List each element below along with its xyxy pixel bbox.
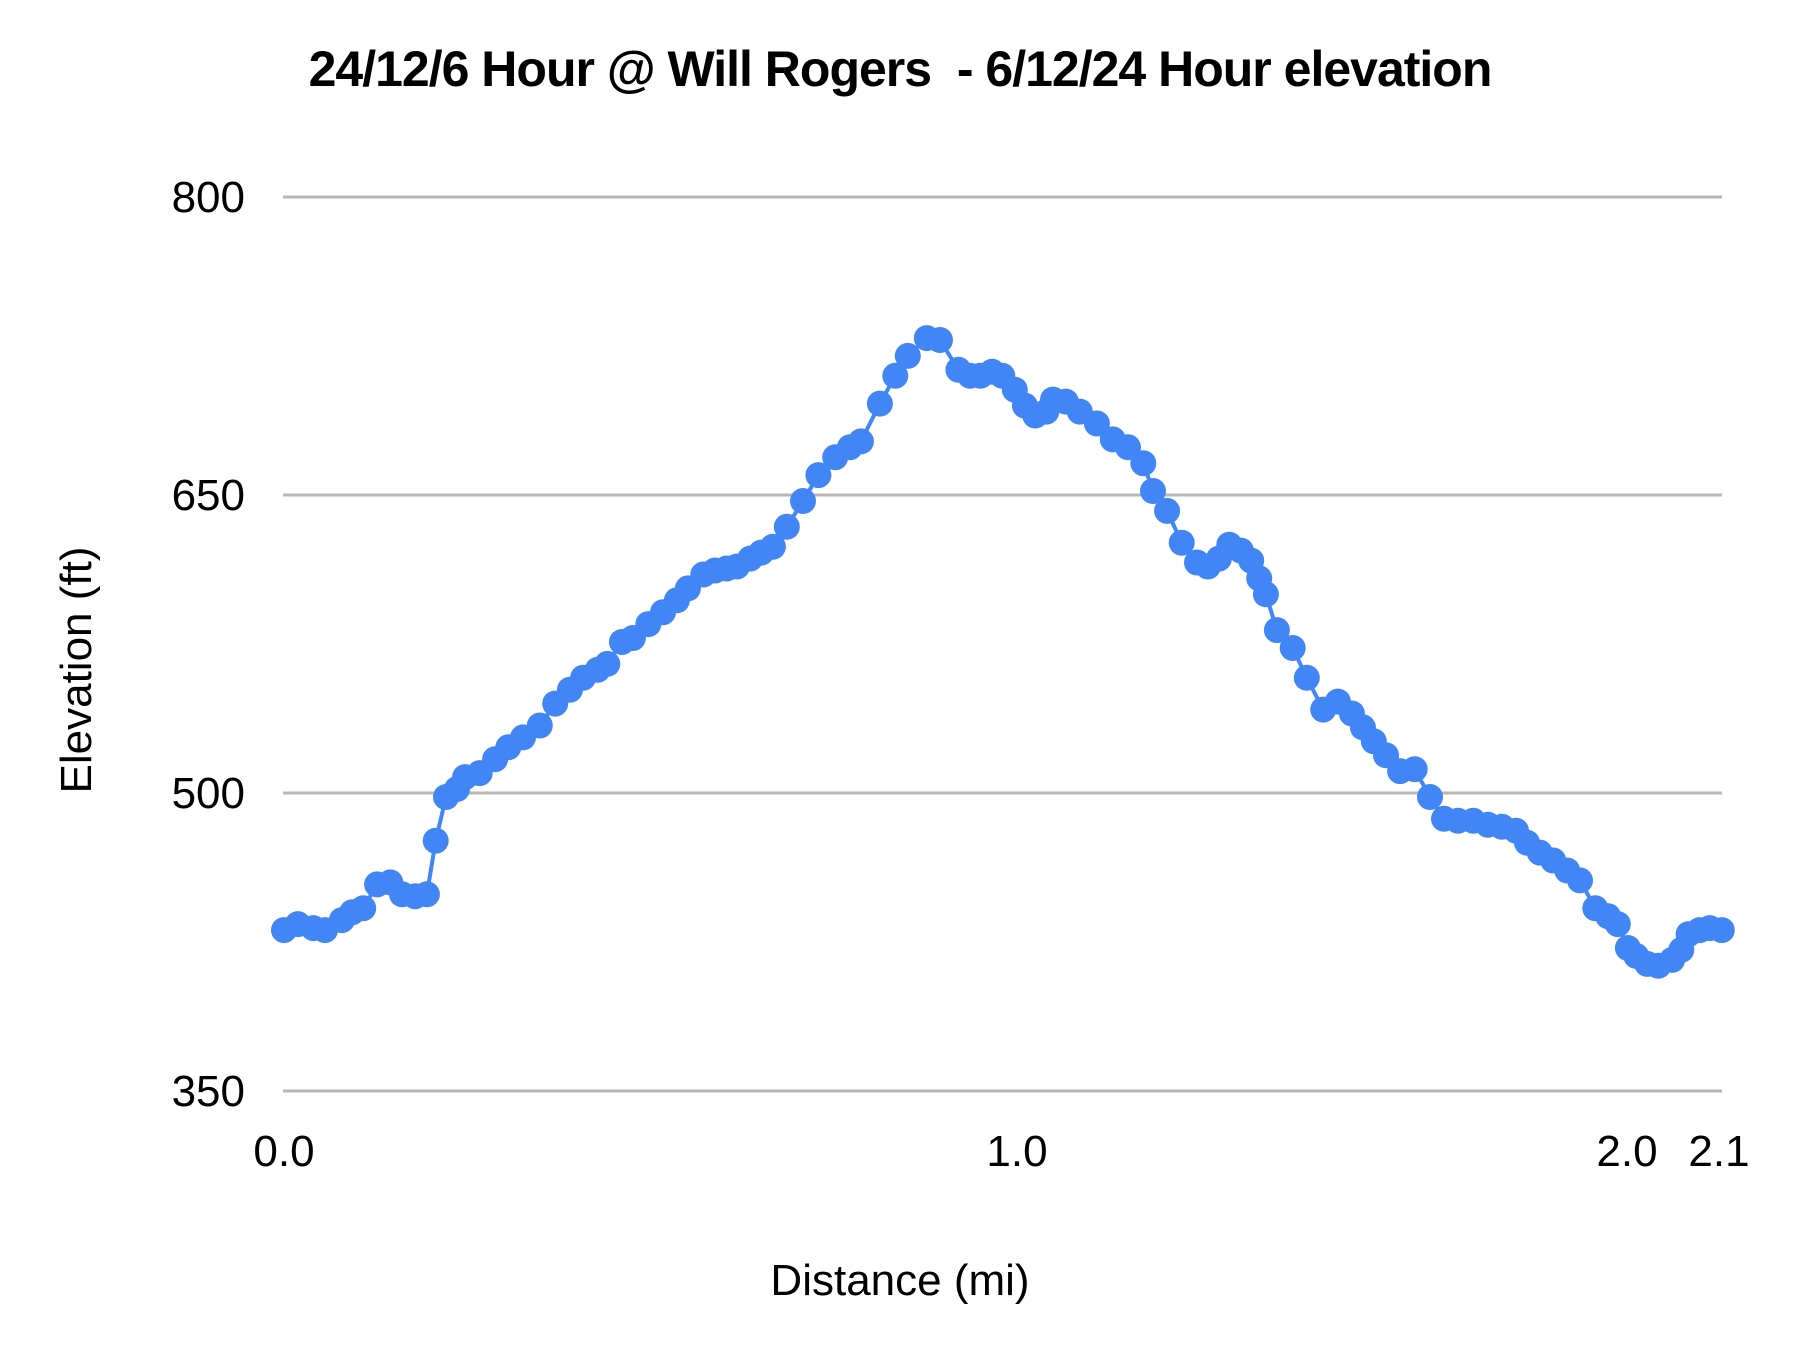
data-point — [526, 712, 553, 739]
data-point — [1263, 617, 1290, 644]
data-point — [773, 513, 800, 540]
chart-title: 24/12/6 Hour @ Will Rogers - 6/12/24 Hou… — [308, 41, 1493, 97]
data-point — [1154, 497, 1181, 524]
data-point — [927, 327, 953, 353]
y-axis-tick-labels: 800 650 500 350 — [172, 173, 245, 1116]
data-point — [1293, 664, 1320, 691]
x-axis-title: Distance (mi) — [770, 1256, 1030, 1305]
data-point — [1401, 756, 1428, 783]
y-tick-label: 350 — [172, 1067, 245, 1116]
data-point — [1168, 529, 1195, 556]
gridlines — [283, 195, 1722, 1093]
y-tick-label: 800 — [172, 173, 245, 222]
data-point — [413, 881, 440, 908]
data-point — [1130, 450, 1157, 477]
data-point — [1417, 784, 1443, 810]
data-point — [1252, 581, 1279, 608]
x-tick-label: 2.0 — [1596, 1127, 1657, 1176]
data-point — [1708, 917, 1735, 944]
series-line — [283, 336, 1723, 968]
data-point — [350, 895, 377, 922]
data-point — [759, 533, 786, 560]
data-point — [422, 827, 449, 854]
y-tick-label: 650 — [172, 471, 245, 520]
y-tick-label: 500 — [172, 769, 245, 818]
data-point — [1567, 867, 1593, 894]
x-tick-label: 0.0 — [253, 1127, 314, 1176]
data-point — [1279, 635, 1306, 661]
data-point — [594, 650, 621, 677]
x-tick-label: 2.1 — [1688, 1127, 1749, 1176]
data-point — [1083, 410, 1110, 437]
data-point — [790, 488, 816, 514]
x-axis-tick-labels: 0.0 1.0 2.0 2.1 — [253, 1127, 1749, 1176]
data-point — [894, 342, 921, 369]
elevation-series — [271, 325, 1735, 979]
data-point — [866, 390, 893, 417]
data-point — [882, 362, 909, 389]
data-point — [805, 462, 832, 489]
data-point — [847, 428, 874, 455]
data-point — [1140, 478, 1166, 504]
data-point — [1604, 911, 1631, 938]
x-tick-label: 1.0 — [986, 1127, 1047, 1176]
